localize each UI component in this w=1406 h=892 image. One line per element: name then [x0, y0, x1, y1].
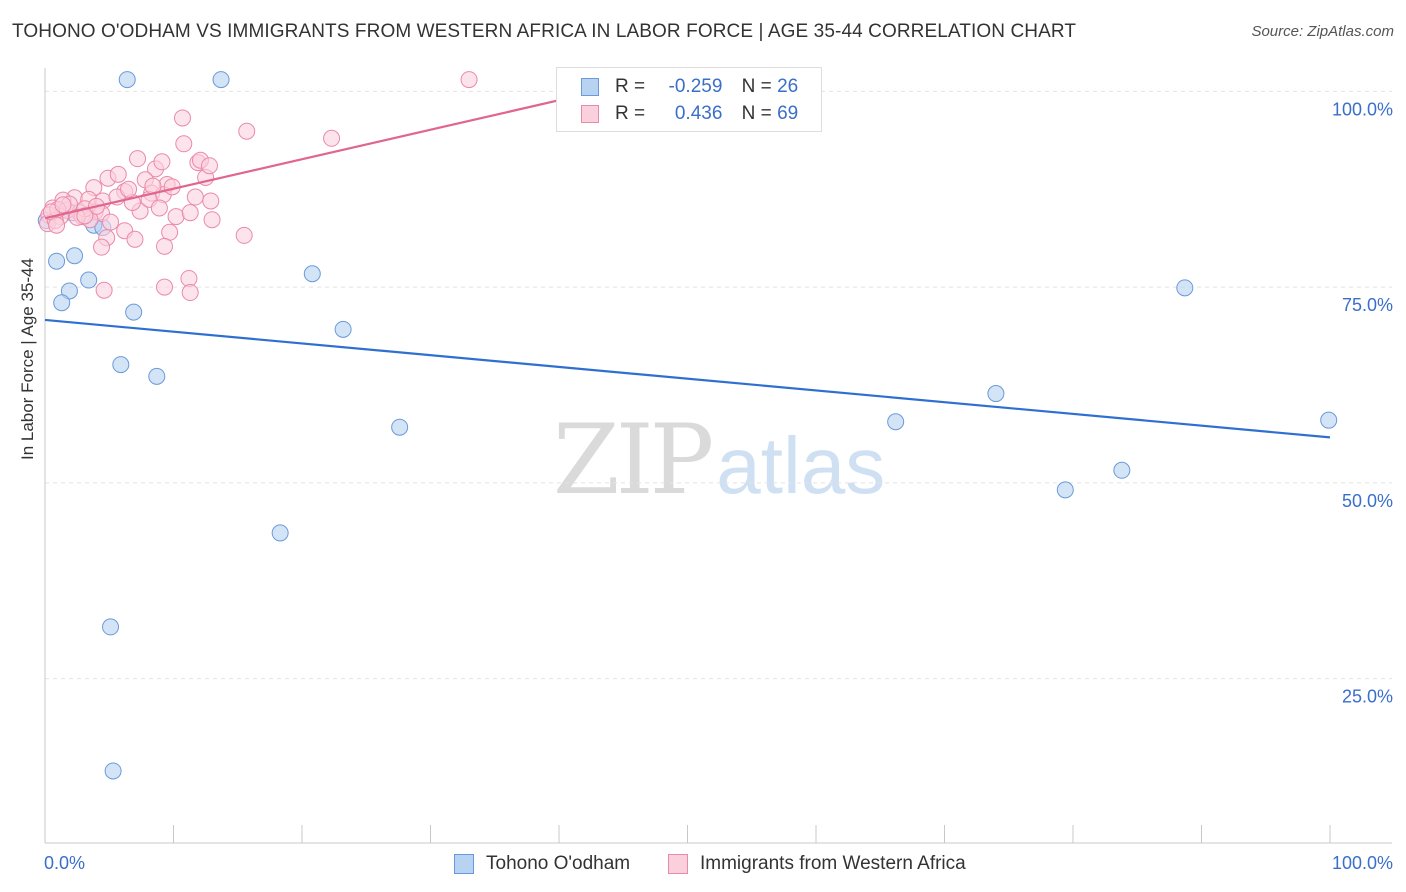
data-point-tohono — [118, 71, 136, 89]
data-point-tohono — [334, 320, 352, 338]
y-tick-label: 25.0% — [1342, 687, 1393, 707]
legend-n-value: 69 — [777, 103, 799, 124]
chart-title: TOHONO O'ODHAM VS IMMIGRANTS FROM WESTER… — [12, 21, 1077, 42]
data-point-tohono — [148, 367, 166, 385]
legend-r-value: 0.436 — [674, 103, 723, 124]
trend-line-western-africa — [44, 96, 571, 220]
data-point-western-africa — [126, 230, 144, 248]
legend-r-value: -0.259 — [668, 76, 723, 97]
correlation-legend: R = -0.259 N = 26 R = 0.436 N = 69 — [556, 67, 822, 132]
data-point-tohono — [112, 356, 130, 374]
data-point-western-africa — [150, 199, 168, 217]
y-tick-label: 75.0% — [1342, 295, 1393, 315]
x-tick-label: 100.0% — [1332, 853, 1393, 873]
trend-line-tohono — [44, 318, 1331, 439]
data-point-western-africa — [180, 269, 198, 287]
legend-swatch-western-africa — [581, 105, 599, 123]
data-point-western-africa — [202, 192, 220, 210]
data-point-western-africa — [76, 207, 94, 225]
legend-n-value: 26 — [777, 76, 799, 97]
data-point-tohono — [303, 265, 321, 283]
data-point-western-africa — [203, 211, 221, 229]
data-point-western-africa — [153, 153, 171, 171]
data-point-tohono — [1056, 481, 1074, 499]
data-point-tohono — [102, 618, 120, 636]
data-point-tohono — [1320, 411, 1338, 429]
data-point-tohono — [125, 303, 143, 321]
series-swatch-tohono — [454, 854, 474, 874]
series-legend-tohono[interactable]: Tohono O'odham — [454, 853, 630, 875]
legend-r-label: R = — [615, 76, 646, 97]
data-point-western-africa — [48, 216, 66, 234]
data-point-western-africa — [173, 109, 191, 127]
data-point-western-africa — [93, 238, 111, 256]
series-label-western-africa: Immigrants from Western Africa — [700, 853, 966, 874]
data-point-tohono — [271, 524, 289, 542]
data-point-tohono — [66, 247, 84, 265]
legend-n-label: N = — [741, 103, 772, 124]
data-point-western-africa — [200, 157, 218, 175]
data-point-tohono — [80, 271, 98, 289]
data-point-western-africa — [167, 208, 185, 226]
data-point-tohono — [212, 71, 230, 89]
data-point-western-africa — [460, 71, 478, 89]
y-tick-label: 100.0% — [1332, 99, 1393, 119]
legend-swatch-tohono — [581, 78, 599, 96]
data-point-western-africa — [175, 135, 193, 153]
data-point-tohono — [60, 282, 78, 300]
data-point-western-africa — [161, 223, 179, 241]
series-swatch-western-africa — [668, 854, 688, 874]
legend-r-label: R = — [615, 103, 646, 124]
data-point-tohono — [104, 762, 122, 780]
data-point-western-africa — [235, 226, 253, 244]
watermark-atlas: atlas — [716, 421, 886, 510]
y-tick-label: 50.0% — [1342, 491, 1393, 511]
data-point-western-africa — [54, 196, 72, 214]
data-point-tohono — [887, 413, 905, 431]
series-label-tohono: Tohono O'odham — [486, 853, 631, 874]
legend-n-label: N = — [741, 76, 772, 97]
data-point-western-africa — [323, 129, 341, 147]
data-point-western-africa — [102, 213, 120, 231]
data-point-tohono — [1113, 461, 1131, 479]
data-point-western-africa — [186, 188, 204, 206]
data-point-western-africa — [95, 281, 113, 299]
data-point-tohono — [1176, 279, 1194, 297]
series-legend: Tohono O'odham Immigrants from Western A… — [0, 851, 1406, 879]
data-point-western-africa — [156, 278, 174, 296]
source-label: Source: ZipAtlas.com — [1251, 23, 1394, 40]
series-legend-western-africa[interactable]: Immigrants from Western Africa — [668, 853, 966, 875]
watermark-zip: ZIP — [553, 404, 714, 516]
data-point-western-africa — [129, 150, 147, 168]
watermark: ZIPatlas — [553, 404, 885, 516]
data-point-western-africa — [238, 122, 256, 140]
data-point-western-africa — [120, 180, 138, 198]
data-point-western-africa — [181, 204, 199, 222]
data-point-tohono — [391, 418, 409, 436]
data-point-western-africa — [181, 284, 199, 302]
data-point-western-africa — [156, 237, 174, 255]
data-point-tohono — [48, 252, 66, 270]
data-point-tohono — [987, 385, 1005, 403]
data-point-tohono — [53, 294, 71, 312]
data-point-western-africa — [109, 165, 127, 183]
x-tick-label: 0.0% — [44, 853, 85, 873]
